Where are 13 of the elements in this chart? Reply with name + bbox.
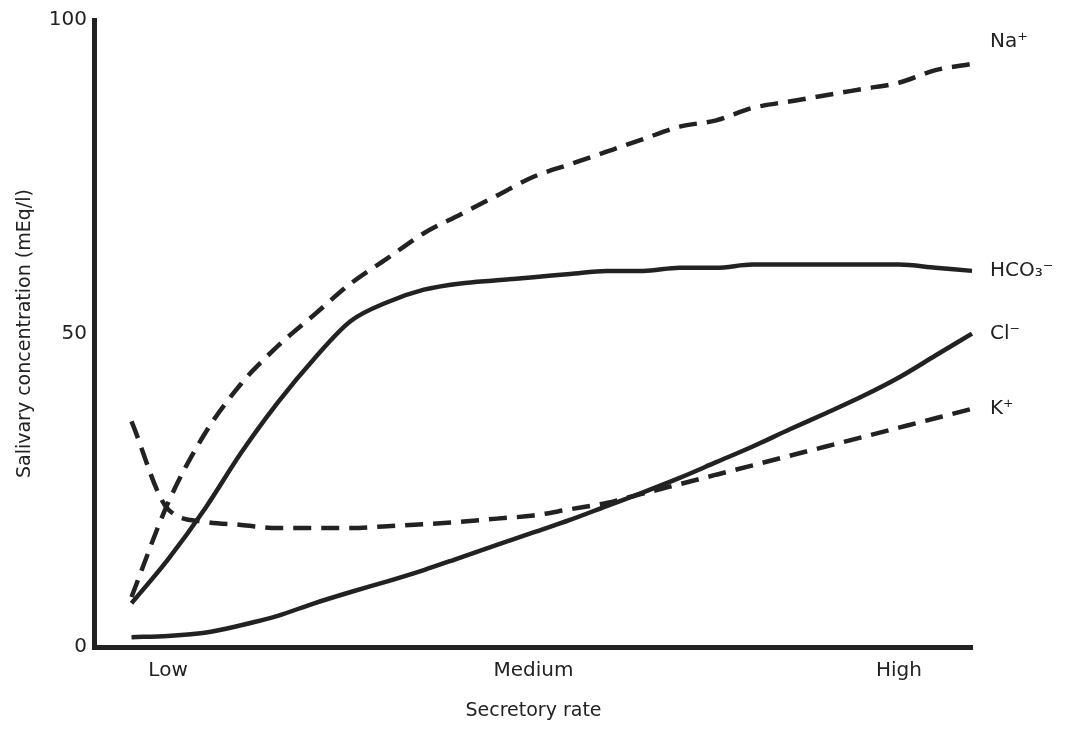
series-label: K⁺	[990, 395, 1014, 420]
x-tick-label: Medium	[493, 657, 574, 682]
y-axis-title: Salivary concentration (mEq/l)	[12, 189, 35, 479]
y-tick-label: 0	[74, 633, 87, 658]
x-axis-title: Secretory rate	[465, 697, 602, 720]
line-series	[129, 331, 975, 640]
series-label: Cl⁻	[990, 319, 1021, 344]
series-label: HCO₃⁻	[990, 257, 1054, 282]
x-tick-label: High	[875, 657, 922, 682]
y-tick-label: 50	[61, 319, 87, 344]
series-label: Na⁺	[990, 28, 1028, 53]
y-tick-label: 100	[48, 6, 87, 31]
x-tick-label: Low	[148, 657, 188, 682]
